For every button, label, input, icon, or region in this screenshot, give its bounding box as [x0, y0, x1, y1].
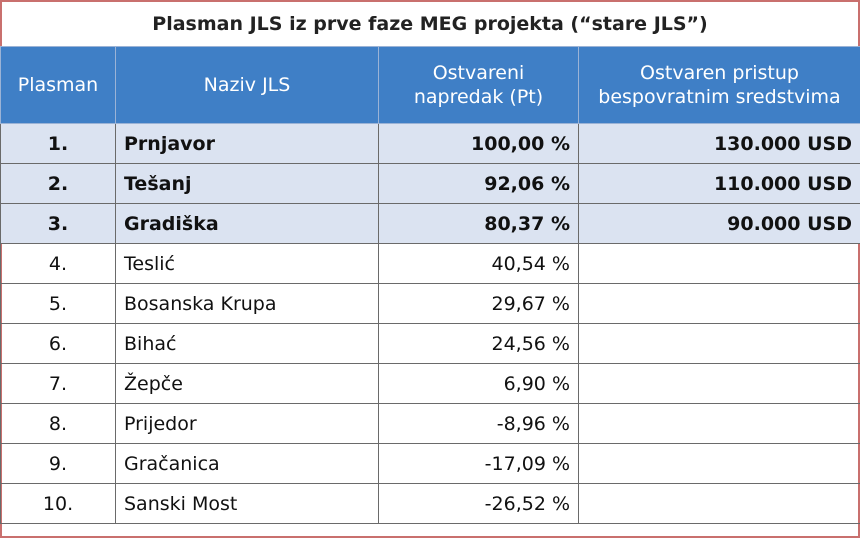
- table-cell: 5.: [0, 283, 116, 324]
- table-cell: 1.: [0, 123, 116, 164]
- table-cell: Bihać: [115, 323, 379, 364]
- table-cell: 7.: [0, 363, 116, 404]
- table-title: Plasman JLS iz prve faze MEG projekta (“…: [152, 13, 708, 35]
- table-row: 6. Bihać 24,56 %: [0, 323, 860, 364]
- table-row: 3. Gradiška 80,37 % 90.000 USD: [0, 203, 860, 244]
- header-line: bespovratnim sredstvima: [598, 86, 841, 108]
- header-row: Plasman Naziv JLS Ostvareni napredak (Pt) Os…: [0, 46, 860, 124]
- table-cell: 90.000 USD: [578, 203, 860, 244]
- table-cell: 9.: [0, 443, 116, 484]
- table-cell: 80,37 %: [378, 203, 579, 244]
- table-cell: 3.: [0, 203, 116, 244]
- header-line: napredak (Pt): [413, 86, 544, 108]
- table-cell: Teslić: [115, 243, 379, 284]
- header-line: Naziv JLS: [203, 74, 291, 96]
- table-row: 8. Prijedor -8,96 %: [0, 403, 860, 444]
- table-cell: Sanski Most: [115, 483, 379, 524]
- table-cell: -17,09 %: [378, 443, 579, 484]
- table-cell: Prnjavor: [115, 123, 379, 164]
- column-header: Plasman: [0, 46, 116, 124]
- table-cell: 40,54 %: [378, 243, 579, 284]
- column-header: Naziv JLS: [115, 46, 379, 124]
- table-cell: Tešanj: [115, 163, 379, 204]
- table-cell: -8,96 %: [378, 403, 579, 444]
- table-cell: 6,90 %: [378, 363, 579, 404]
- table-cell: [578, 363, 860, 404]
- table-cell: 29,67 %: [378, 283, 579, 324]
- table-cell: [578, 323, 860, 364]
- header-line: Ostvaren pristup: [640, 62, 799, 84]
- table-cell: Prijedor: [115, 403, 379, 444]
- table-cell: 92,06 %: [378, 163, 579, 204]
- table-cell: [578, 243, 860, 284]
- table-cell: Žepče: [115, 363, 379, 404]
- table-body: 1. Prnjavor 100,00 % 130.000 USD 2. Tešanj 92,…: [0, 123, 860, 524]
- column-header: Ostvareni napredak (Pt): [378, 46, 579, 124]
- table-row: 9. Gračanica -17,09 %: [0, 443, 860, 484]
- table-cell: 2.: [0, 163, 116, 204]
- ranking-table: Plasman Naziv JLS Ostvareni napredak (Pt) Os…: [0, 46, 860, 524]
- table-cell: [578, 443, 860, 484]
- table-cell: Gradiška: [115, 203, 379, 244]
- table-cell: 8.: [0, 403, 116, 444]
- table-cell: [578, 403, 860, 444]
- table-cell: 10.: [0, 483, 116, 524]
- header-line: Ostvareni: [432, 62, 525, 84]
- table-cell: 100,00 %: [378, 123, 579, 164]
- column-header: Ostvaren pristup bespovratnim sredstvima: [578, 46, 860, 124]
- table-cell: Bosanska Krupa: [115, 283, 379, 324]
- header-line: Plasman: [17, 74, 99, 96]
- table-cell: 6.: [0, 323, 116, 364]
- table-cell: -26,52 %: [378, 483, 579, 524]
- table-cell: [578, 483, 860, 524]
- table-row: 1. Prnjavor 100,00 % 130.000 USD: [0, 123, 860, 164]
- table-row: 7. Žepče 6,90 %: [0, 363, 860, 404]
- table-cell: 130.000 USD: [578, 123, 860, 164]
- table-cell: Gračanica: [115, 443, 379, 484]
- table-cell: 110.000 USD: [578, 163, 860, 204]
- table-row: 5. Bosanska Krupa 29,67 %: [0, 283, 860, 324]
- table-row: 2. Tešanj 92,06 % 110.000 USD: [0, 163, 860, 204]
- table-row: 4. Teslić 40,54 %: [0, 243, 860, 284]
- table-cell: 4.: [0, 243, 116, 284]
- table-cell: 24,56 %: [378, 323, 579, 364]
- table-cell: [578, 283, 860, 324]
- table-row: 10. Sanski Most -26,52 %: [0, 483, 860, 524]
